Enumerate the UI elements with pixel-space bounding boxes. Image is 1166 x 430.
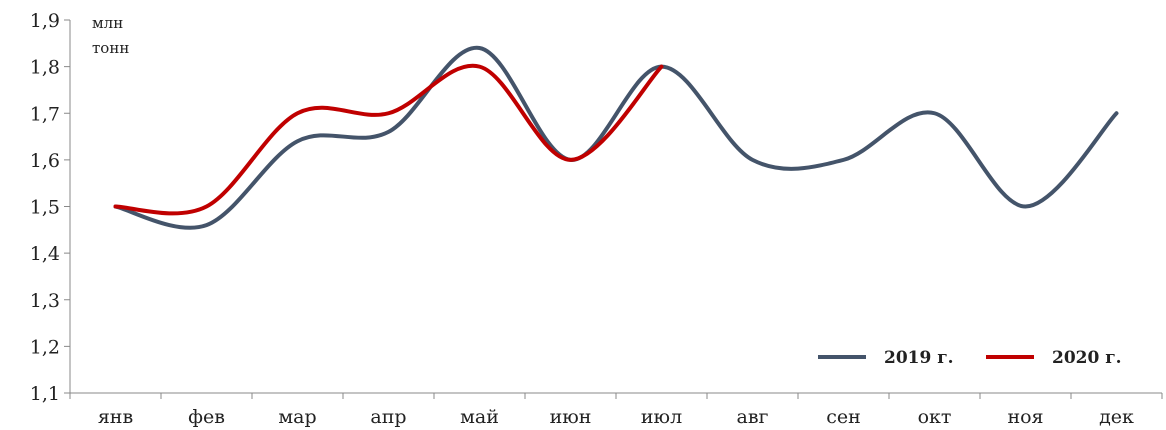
legend: 2019 г. 2020 г. xyxy=(818,348,1122,368)
x-tick-label: июл xyxy=(641,406,682,428)
y-tick-label: 1,4 xyxy=(30,243,60,265)
x-tick-label: ноя xyxy=(1007,406,1043,428)
unit-label-line-1: млн xyxy=(92,14,123,32)
x-tick-label: апр xyxy=(370,406,406,428)
y-tick-label: 1,1 xyxy=(30,383,60,405)
legend-label-2020: 2020 г. xyxy=(1052,348,1122,368)
x-tick-label: фев xyxy=(188,406,225,428)
y-tick-label: 1,2 xyxy=(30,336,60,358)
x-ticks: янв фев мар апр май июн июл авг сен окт ноя дек xyxy=(69,393,1163,428)
series-line-2019 xyxy=(113,45,1119,230)
x-tick-label: мар xyxy=(278,406,316,428)
x-tick-label: май xyxy=(460,406,499,428)
x-tick-label: сен xyxy=(826,406,861,428)
series-lines xyxy=(113,45,1119,230)
y-tick-label: 1,3 xyxy=(30,290,60,312)
unit-label-line-2: тонн xyxy=(92,39,129,57)
x-tick-label: июн xyxy=(550,406,592,428)
y-tick-label: 1,7 xyxy=(30,103,60,125)
x-tick-label: окт xyxy=(918,406,952,428)
y-tick-label: 1,5 xyxy=(30,197,60,219)
series-line-2020 xyxy=(113,63,664,216)
x-tick-label: дек xyxy=(1099,406,1134,428)
x-tick-label: янв xyxy=(98,406,133,428)
y-tick-label: 1,6 xyxy=(30,150,60,172)
y-ticks: 1,1 1,2 1,3 1,4 1,5 1,6 1,7 1,8 1,9 xyxy=(30,10,70,405)
legend-label-2019: 2019 г. xyxy=(884,348,954,368)
y-tick-label: 1,8 xyxy=(30,57,60,79)
y-tick-label: 1,9 xyxy=(30,10,60,32)
x-tick-label: авг xyxy=(737,406,769,428)
